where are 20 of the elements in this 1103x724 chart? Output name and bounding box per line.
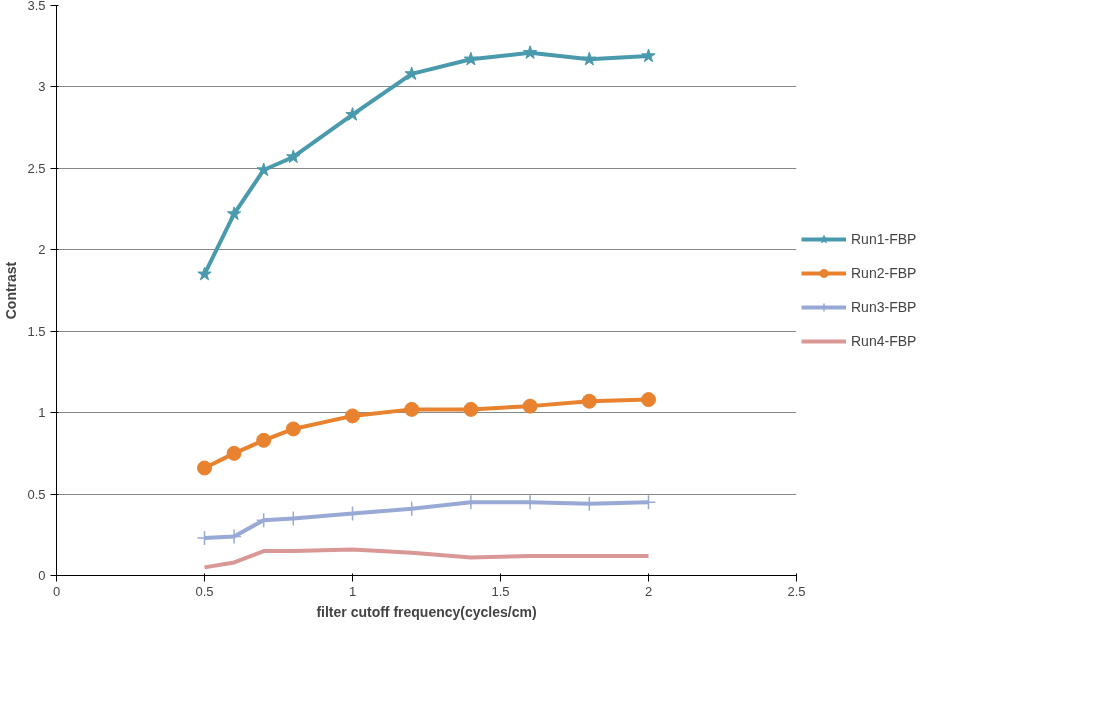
y-tick-label: 0.5 [27,486,46,502]
legend-label: Run3-FBP [851,299,917,315]
y-tick-label: 3 [38,79,46,95]
legend-label: Run1-FBP [851,231,917,247]
x-tick-label: 0 [52,583,61,599]
legend-label: Run4-FBP [851,333,917,349]
x-tick-label: 0.5 [195,583,214,599]
x-axis-title: filter cutoff frequency(cycles/cm) [316,603,537,620]
y-tick-label: 2 [38,242,46,258]
x-tick-label: 1.5 [491,583,510,599]
y-tick-label: 1.5 [27,323,46,339]
legend-label: Run2-FBP [851,265,917,281]
y-tick-label: 0 [38,568,46,583]
x-tick-label: 1 [348,583,357,599]
y-axis-title: Contrast [3,261,20,320]
y-tick-label: 3.5 [27,0,46,13]
y-tick-label: 2.5 [27,160,46,176]
x-tick-label: 2.5 [787,583,806,599]
x-tick-label: 2 [644,583,653,599]
y-tick-label: 1 [38,405,46,421]
